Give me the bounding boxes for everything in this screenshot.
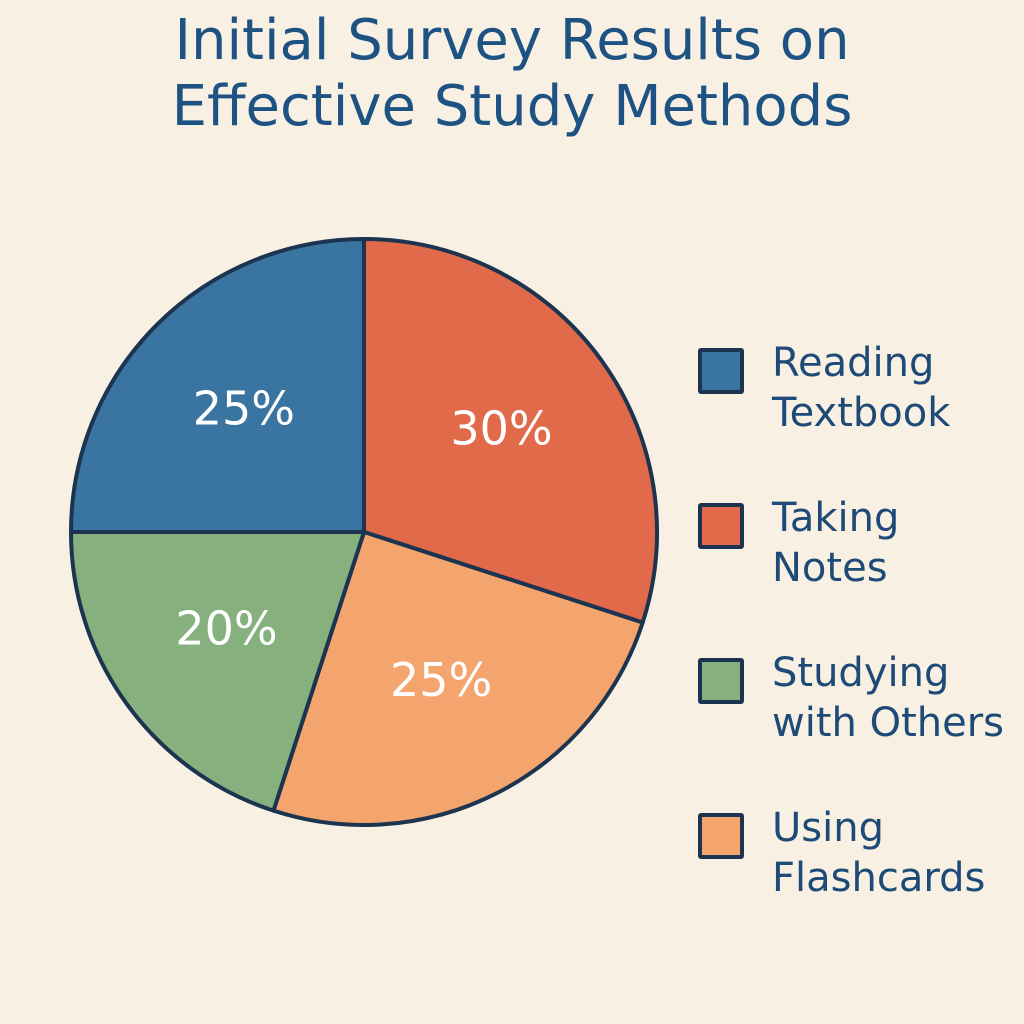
pie-slice-studying-with-others: [69, 530, 366, 813]
legend-item-taking-notes: Taking Notes: [698, 493, 1024, 648]
pie-slice-reading-textbook: [69, 237, 366, 534]
legend-label-using-flashcards: Using Flashcards: [772, 805, 986, 901]
chart-title-line-1: Initial Survey Results on: [174, 8, 850, 73]
chart-title-line-2: Effective Study Methods: [171, 74, 853, 139]
pie-label-reading-textbook: 25%: [193, 381, 295, 435]
legend-label-reading-textbook: Reading Textbook: [772, 340, 951, 436]
legend-item-reading-textbook: Reading Textbook: [698, 338, 1024, 493]
legend-swatch-taking-notes: [698, 503, 744, 549]
legend-item-using-flashcards: Using Flashcards: [698, 803, 1024, 958]
chart-title: Initial Survey Results on Effective Stud…: [0, 8, 1024, 140]
legend: Reading Textbook Taking Notes Studying with…: [698, 338, 1024, 958]
pie-slice-taking-notes: [362, 237, 659, 625]
pie-label-using-flashcards: 25%: [390, 653, 492, 707]
pie-slice-using-flashcards: [271, 530, 645, 827]
pie-label-studying-with-others: 20%: [175, 601, 277, 655]
legend-swatch-reading-textbook: [698, 348, 744, 394]
legend-label-studying-with-others: Studying with Others: [772, 650, 1004, 746]
legend-item-studying-with-others: Studying with Others: [698, 648, 1024, 803]
legend-swatch-using-flashcards: [698, 813, 744, 859]
legend-swatch-studying-with-others: [698, 658, 744, 704]
legend-label-taking-notes: Taking Notes: [772, 495, 900, 591]
pie-label-taking-notes: 30%: [450, 402, 552, 456]
